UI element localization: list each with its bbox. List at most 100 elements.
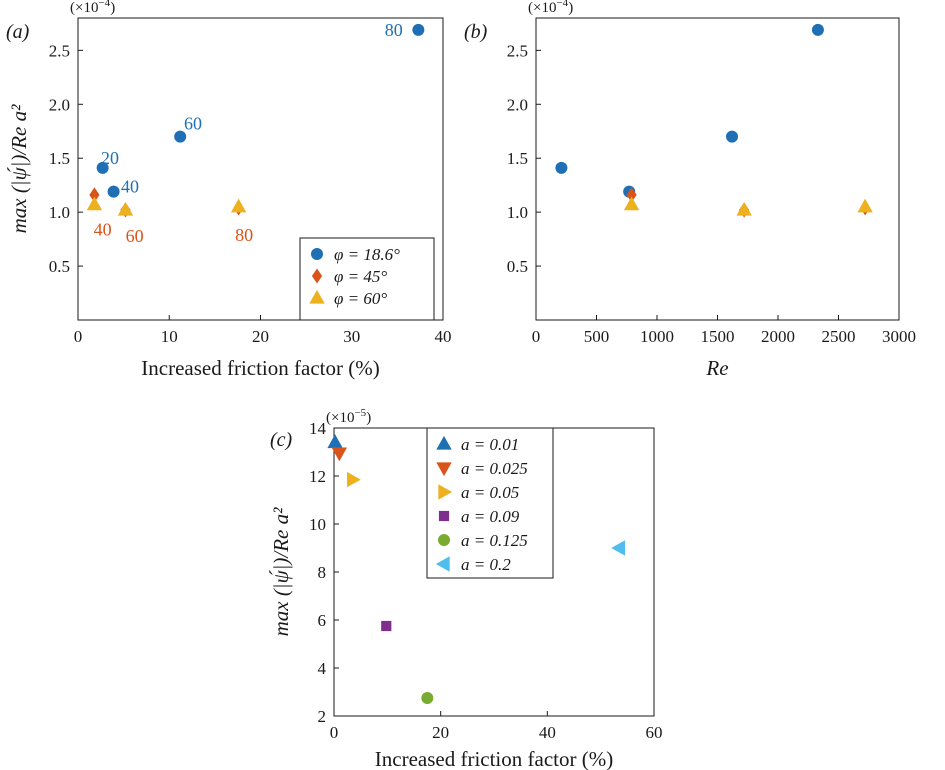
legend-entry: φ = 60° bbox=[334, 289, 387, 308]
data-point bbox=[331, 447, 348, 462]
legend-marker bbox=[309, 289, 325, 304]
legend-marker bbox=[436, 462, 452, 477]
data-point bbox=[174, 130, 187, 143]
series-5 bbox=[611, 540, 626, 556]
series-2 bbox=[86, 196, 247, 216]
y-tick-label: 4 bbox=[318, 659, 327, 678]
x-tick-label: 500 bbox=[584, 327, 610, 346]
legend-marker bbox=[438, 510, 450, 522]
data-point bbox=[726, 130, 739, 143]
data-point bbox=[736, 201, 752, 216]
legend-marker bbox=[311, 268, 323, 284]
series-0 bbox=[96, 23, 425, 198]
y-tick-label: 2.5 bbox=[49, 41, 70, 60]
x-tick-label: 40 bbox=[539, 723, 556, 742]
y-tick-label: 6 bbox=[318, 611, 327, 630]
y-tick-label: 0.5 bbox=[49, 257, 70, 276]
series-0 bbox=[327, 434, 343, 449]
y-tick-label: 1.5 bbox=[507, 149, 528, 168]
x-tick-label: 1000 bbox=[640, 327, 674, 346]
legend-entry: a = 0.2 bbox=[461, 555, 511, 574]
data-point bbox=[86, 196, 103, 211]
y-tick-label: 1.5 bbox=[49, 149, 70, 168]
axis-multiplier: (×10−5) bbox=[326, 407, 371, 426]
data-point bbox=[412, 23, 425, 36]
y-tick-label: 10 bbox=[309, 515, 326, 534]
x-tick-label: 40 bbox=[435, 327, 452, 346]
y-tick-label: 0.5 bbox=[507, 257, 528, 276]
legend-entry: φ = 45° bbox=[334, 267, 387, 286]
legend: φ = 18.6° φ = 45° φ = 60° bbox=[299, 237, 435, 321]
point-annotation: 60 bbox=[126, 226, 144, 246]
x-tick-label: 10 bbox=[161, 327, 178, 346]
x-axis-label: Increased friction factor (%) bbox=[375, 747, 613, 770]
legend-marker bbox=[311, 248, 323, 260]
data-point bbox=[611, 540, 626, 556]
plot-frame bbox=[535, 17, 900, 321]
x-tick-label: 0 bbox=[330, 723, 339, 742]
legend-marker bbox=[438, 484, 453, 500]
data-point bbox=[857, 198, 873, 213]
data-point bbox=[626, 187, 637, 203]
data-point bbox=[811, 23, 824, 36]
legend-entry: a = 0.01 bbox=[461, 435, 519, 454]
x-tick-label: 1500 bbox=[701, 327, 735, 346]
y-tick-label: 2.0 bbox=[49, 95, 70, 114]
point-annotation: 20 bbox=[101, 148, 119, 168]
series-1 bbox=[331, 447, 348, 462]
point-annotation: 40 bbox=[94, 219, 112, 239]
panel-b: 0 500 1000 1500 2000 2500 3000 0.5 1.0 1.5 2.0 2.5 (… bbox=[464, 0, 916, 380]
point-annotation: 80 bbox=[385, 20, 403, 40]
x-axis-label: Re bbox=[705, 356, 728, 380]
legend-entry: a = 0.025 bbox=[461, 459, 528, 478]
x-tick-label: 2000 bbox=[761, 327, 795, 346]
data-point bbox=[107, 185, 120, 198]
legend-entry: a = 0.05 bbox=[461, 483, 519, 502]
legend-entry: a = 0.09 bbox=[461, 507, 520, 526]
legend: a = 0.01 a = 0.025 a = 0.05 a = 0.09 a = 0.1… bbox=[426, 427, 554, 579]
panel-a: 0 10 20 30 40 0.5 1.0 1.5 2.0 2.5 (a) (×10−4) Increa… bbox=[6, 0, 452, 380]
y-tick-label: 14 bbox=[309, 419, 327, 438]
x-axis-label: Increased friction factor (%) bbox=[141, 356, 379, 380]
x-tick-label: 20 bbox=[432, 723, 449, 742]
y-tick-label: 8 bbox=[318, 563, 327, 582]
panel-label: (c) bbox=[270, 429, 293, 451]
legend-marker bbox=[436, 435, 452, 450]
x-tick-label: 30 bbox=[343, 327, 360, 346]
y-tick-label: 1.0 bbox=[49, 203, 70, 222]
series-0 bbox=[555, 23, 824, 198]
series-3 bbox=[381, 620, 392, 632]
panel-c: 0 20 40 60 2 4 6 8 10 12 14 (c) (×10−5) Increased fri… bbox=[269, 407, 663, 770]
legend-box bbox=[426, 427, 554, 579]
data-point bbox=[96, 161, 109, 174]
data-point bbox=[555, 161, 568, 174]
series-2 bbox=[623, 196, 873, 216]
data-point bbox=[346, 471, 361, 488]
data-point bbox=[117, 201, 134, 216]
y-axis-label: max (|ψ́|)/Re a² bbox=[269, 507, 293, 637]
y-tick-label: 12 bbox=[309, 467, 326, 486]
x-tick-label: 3000 bbox=[882, 327, 916, 346]
x-tick-label: 2500 bbox=[822, 327, 856, 346]
axis-multiplier: (×10−4) bbox=[528, 0, 573, 16]
data-point bbox=[421, 692, 434, 704]
x-tick-label: 0 bbox=[74, 327, 83, 346]
legend-marker bbox=[438, 534, 450, 546]
y-tick-label: 2.0 bbox=[507, 95, 528, 114]
x-tick-label: 0 bbox=[532, 327, 541, 346]
panel-label: (a) bbox=[6, 21, 30, 43]
legend-entry: φ = 18.6° bbox=[334, 245, 400, 264]
data-point bbox=[623, 196, 640, 211]
series-2 bbox=[346, 471, 361, 488]
point-annotation: 80 bbox=[235, 225, 253, 245]
point-annotation: 40 bbox=[121, 176, 139, 196]
axis-multiplier: (×10−4) bbox=[70, 0, 115, 16]
y-tick-label: 2.5 bbox=[507, 41, 528, 60]
y-tick-label: 2 bbox=[318, 707, 327, 726]
x-tick-label: 20 bbox=[252, 327, 269, 346]
legend-entry: a = 0.125 bbox=[461, 531, 528, 550]
data-point bbox=[89, 187, 100, 203]
panel-label: (b) bbox=[464, 21, 488, 43]
legend-marker bbox=[435, 556, 450, 572]
